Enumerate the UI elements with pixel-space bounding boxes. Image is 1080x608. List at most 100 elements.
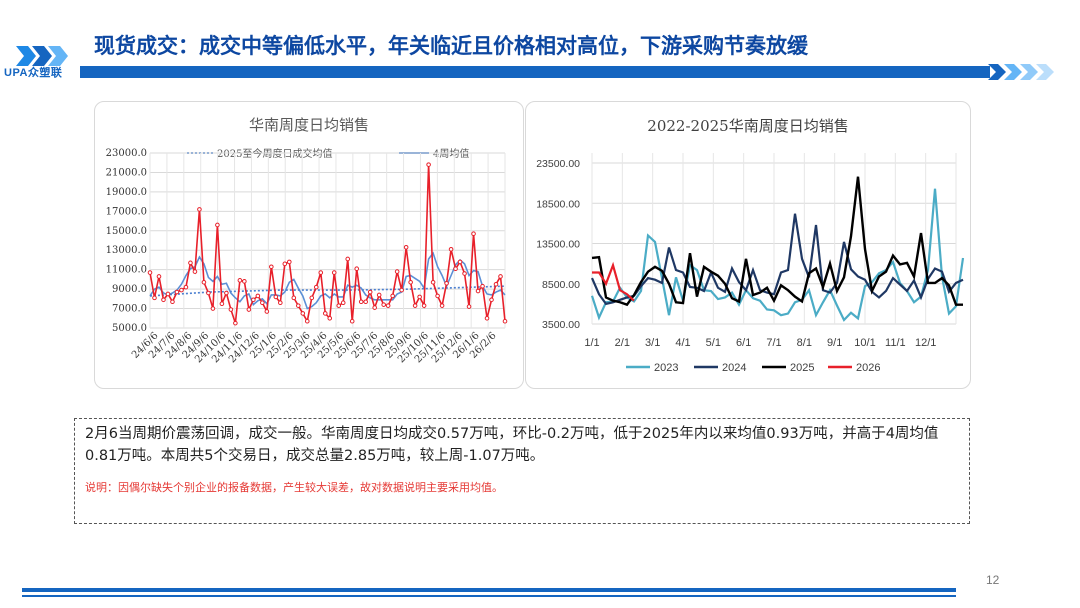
data-point [287,259,292,265]
x-tick-label: 11/1 [885,337,906,349]
x-tick-label: 10/1 [854,337,875,349]
data-point [421,303,427,308]
data-point [457,259,463,265]
data-point [354,266,360,271]
footer-line [22,588,956,592]
data-point [408,280,413,285]
y-tick-label: 5000.0 [112,323,147,334]
series-2025-line [591,176,963,307]
series-2024-line [590,213,964,306]
data-point [206,290,211,296]
y-tick-label: 11000.0 [106,265,147,276]
data-point [484,315,490,321]
upa-logo-icon [16,46,68,66]
y-tick-label: 3500.00 [542,319,580,331]
data-point [309,295,315,301]
data-point [327,315,333,321]
data-point [466,304,472,309]
data-point [264,309,270,314]
data-point [322,311,328,316]
data-point [381,302,386,307]
series-2023-line [590,188,965,322]
data-point [358,299,364,305]
data-point [399,287,404,293]
summary-note: 2月6当周期价震荡回调，成交一般。华南周度日均成交0.57万吨，环比-0.2万吨… [74,418,970,524]
data-point [426,162,431,167]
chart-svg-right: 2022-2025华南周度日均销售 23500.00 18500.00 13500.… [536,117,965,374]
chart-panel-right: 2022-2025华南周度日均销售 23500.00 18500.00 13500.… [525,101,971,389]
y-tick-label: 7000.0 [112,304,147,315]
data-point [242,279,247,284]
data-point [331,270,337,275]
x-tick-label: 3/1 [645,337,660,349]
data-point [165,291,171,297]
data-point [183,284,189,290]
x-tick-label: 12/1 [915,337,936,349]
x-tick-label: 4/1 [675,337,690,349]
data-point [376,292,382,298]
data-point [345,256,351,262]
x-tick-label: 6/1 [736,337,751,349]
disclaimer-text: 说明：因偶尔缺失个别企业的报备数据，产生较大误差，故对数据说明主要采用均值。 [85,481,503,494]
data-point [174,289,180,295]
data-point [475,288,481,294]
data-point [313,284,319,290]
x-tick-label: 2/1 [615,337,630,349]
chart-panel-left: 华南周度日均销售 2025至今周度日成交均值 4周均值 23000.0 21000… [94,101,524,389]
x-tick-label: 7/1 [766,337,781,349]
data-point [493,281,499,287]
chart-title: 华南周度日均销售 [249,116,369,134]
data-point [367,289,373,295]
x-tick-label: 1/1 [584,337,599,349]
data-point [498,274,503,279]
data-point [489,297,494,303]
chart-title: 2022-2025华南周度日均销售 [647,117,848,135]
data-point [246,307,252,312]
data-point [161,297,166,303]
chart-svg-left: 华南周度日均销售 2025至今周度日成交均值 4周均值 23000.021000… [106,116,508,365]
data-point [201,280,207,285]
chevron-right-icon [988,64,1054,80]
y-tick-label: 9000.0 [112,284,147,295]
summary-text: 2月6当周期价震荡回调，成交一般。华南周度日均成交0.57万吨，环比-0.2万吨… [85,426,939,464]
data-point [278,300,283,306]
legend-label-2024: 2024 [722,362,746,374]
data-point [417,294,422,300]
y-tick-label: 15000.0 [106,226,147,237]
data-point [372,305,377,310]
data-point [156,274,162,279]
y-tick-label: 23500.00 [536,158,580,170]
data-point [219,301,225,306]
data-point [480,283,485,289]
data-point [197,207,202,212]
data-point [471,231,476,236]
page-number: 12 [986,573,1000,587]
y-tick-label: 13500.00 [536,239,580,251]
data-point [363,299,368,305]
data-point [462,271,467,276]
data-point [300,311,306,316]
data-point [179,287,184,293]
data-point [295,303,301,308]
data-point [291,295,297,301]
data-point [269,264,274,270]
series-year-avg [149,285,506,297]
logo-text: UPA众塑联 [4,67,63,79]
data-point [233,320,238,326]
series-2026-line [592,261,635,302]
y-tick-label: 17000.0 [106,206,147,217]
data-point [453,266,458,271]
data-point [340,300,346,306]
y-tick-label: 18500.00 [536,198,580,210]
data-point [390,293,395,299]
data-point [318,270,324,275]
data-point [255,293,261,299]
data-point [430,280,436,285]
data-point [215,222,220,228]
y-tick-label: 23000.0 [106,148,147,159]
data-point [403,245,409,250]
legend-label-2023: 2023 [654,362,678,374]
y-tick-label: 13000.0 [106,245,147,256]
data-point [349,318,355,324]
data-point [251,297,256,303]
